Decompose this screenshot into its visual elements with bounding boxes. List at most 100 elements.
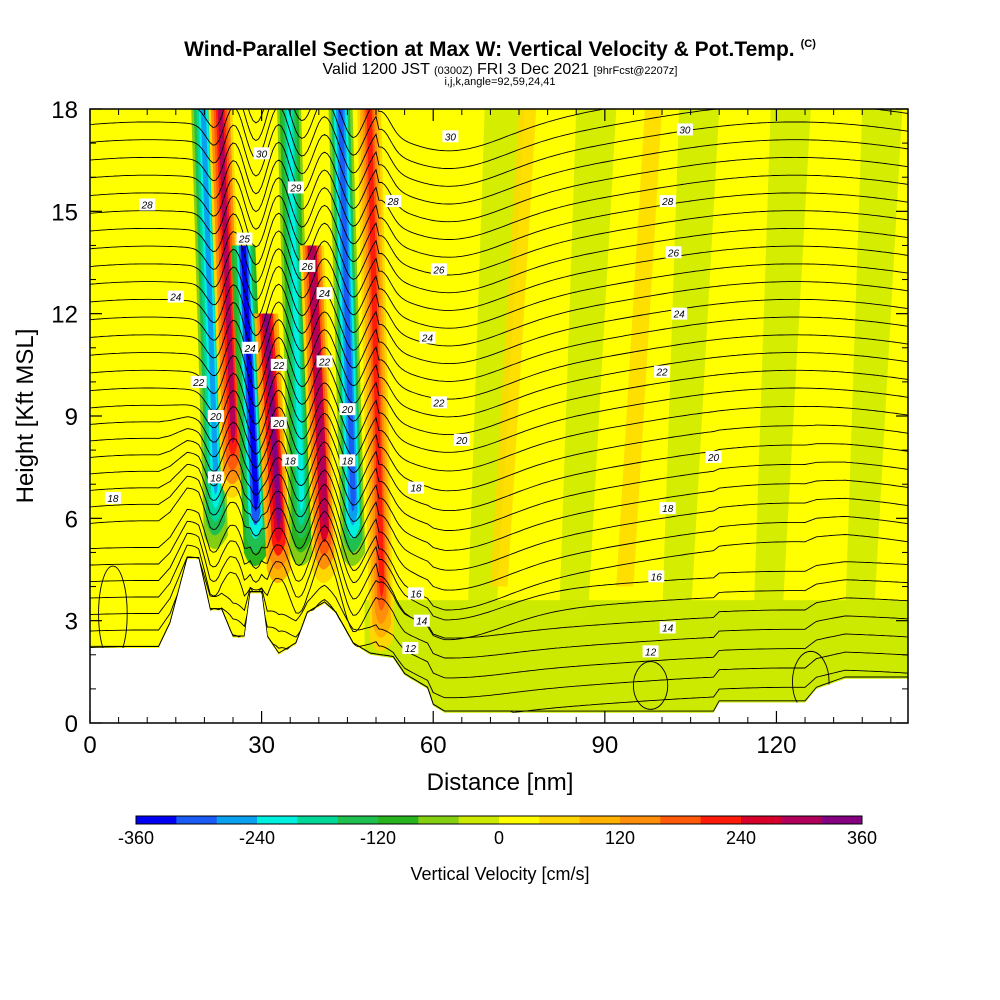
contour-label-bg — [339, 454, 356, 467]
colorbar-swatch — [579, 816, 621, 824]
weak-downdraft-streak — [662, 109, 720, 621]
contour-label: 14 — [659, 621, 676, 634]
contour-label: 20 — [270, 416, 287, 430]
contour-label-text: 20 — [707, 453, 720, 464]
contour-label-text: 18 — [342, 456, 354, 467]
contour-label-bg — [659, 502, 676, 515]
contour-label-text: 18 — [107, 494, 119, 505]
isentrope — [90, 520, 908, 641]
theta-contours — [90, 109, 908, 714]
contour-label-bg — [207, 410, 224, 422]
y-tick-label: 18 — [51, 97, 78, 124]
contour-label-text: 22 — [318, 357, 331, 368]
contour-label: 22 — [430, 396, 447, 409]
contour-label-text: 24 — [421, 334, 434, 345]
contour-label-text: 29 — [289, 183, 302, 194]
contour-label-text: 22 — [655, 368, 668, 379]
contour-label: 26 — [430, 263, 447, 276]
colorbar-swatch — [620, 816, 661, 824]
y-tick-label: 0 — [65, 711, 78, 738]
chart-subtitle: Valid 1200 JST (0300Z) FRI 3 Dec 2021 [9… — [322, 61, 678, 78]
isentrope — [90, 451, 908, 551]
chart-title: Wind-Parallel Section at Max W: Vertical… — [184, 38, 816, 61]
isentrope — [90, 557, 908, 713]
isentrope — [90, 230, 908, 311]
contour-label: 14 — [413, 614, 430, 628]
isentrope — [90, 475, 908, 591]
contour-label: 20 — [705, 450, 722, 464]
y-tick-label: 3 — [65, 609, 78, 636]
contour-label-bg — [270, 416, 287, 429]
weak-downdraft-streak — [559, 109, 617, 621]
contour-label-text: 14 — [662, 623, 674, 634]
contour-label-text: 20 — [209, 412, 222, 423]
contour-label-bg — [659, 621, 676, 634]
contour-label-bg — [442, 130, 459, 143]
contour-label: 18 — [339, 454, 356, 467]
contour-label: 18 — [207, 471, 224, 484]
wave-band-core — [286, 109, 305, 512]
weak-updraft-streak — [490, 109, 537, 587]
contour-label-bg — [705, 450, 722, 463]
colorbar-swatch — [539, 816, 581, 824]
colorbar-swatch — [821, 816, 863, 824]
colorbar-swatch — [257, 816, 298, 824]
axes: 0 30 60 90 120 0 3 6 9 12 15 18 — [51, 97, 908, 759]
contour-label-text: 20 — [455, 436, 468, 447]
colorbar-tick-label: 360 — [847, 828, 877, 848]
contour-label-bg — [270, 358, 287, 371]
contour-label: 26 — [299, 259, 316, 273]
contour-label: 30 — [442, 130, 459, 143]
isentrope — [90, 336, 908, 418]
weak-downdraft-streak — [467, 109, 525, 621]
contour-label-bg — [236, 232, 253, 245]
contour-label: 20 — [339, 403, 356, 416]
isentrope — [90, 248, 908, 329]
isentrope — [90, 421, 908, 512]
contour-label: 30 — [253, 147, 270, 160]
contour-label: 12 — [402, 641, 419, 655]
isentrope — [90, 389, 908, 472]
colorbar-tick-label: 0 — [494, 828, 504, 848]
x-tick-label: 90 — [591, 732, 618, 759]
isentrope — [90, 212, 908, 294]
isentrope — [90, 487, 908, 611]
isentrope — [90, 405, 908, 492]
y-tick-label: 12 — [51, 302, 78, 329]
colorbar-swatch — [418, 816, 460, 824]
colorbar-swatch — [660, 816, 702, 824]
contour-label: 18 — [282, 454, 299, 467]
colorbar-swatch — [499, 816, 540, 824]
contour-label-bg — [242, 341, 259, 354]
weak-downdraft-streak — [845, 109, 903, 621]
isentrope — [196, 109, 908, 169]
contour-label: 22 — [316, 355, 333, 368]
isentrope — [90, 532, 908, 639]
contour-label-bg — [408, 587, 425, 600]
colorbar: -360 -240 -120 0 120 240 360 — [118, 815, 877, 848]
contour-label-bg — [339, 403, 356, 416]
contour-label: 26 — [665, 246, 682, 259]
contour-label-bg — [676, 123, 693, 136]
contour-label-text: 20 — [341, 405, 354, 416]
contour-label: 22 — [190, 375, 207, 389]
terrain-fill — [90, 559, 908, 723]
isentrope — [90, 301, 908, 382]
contour-label: 16 — [408, 587, 425, 600]
isentrope — [90, 265, 908, 347]
contour-label-bg — [139, 198, 156, 211]
contour-label-bg — [190, 375, 207, 388]
contour-label-text: 18 — [210, 473, 222, 484]
contour-label-text: 30 — [679, 125, 691, 136]
terrain-mask — [90, 559, 908, 723]
contour-label-text: 18 — [410, 484, 422, 495]
contour-label-text: 30 — [256, 149, 268, 160]
x-tick-label: 30 — [248, 732, 275, 759]
contour-label: 28 — [385, 195, 402, 208]
isentrope — [211, 109, 607, 152]
contour-label: 28 — [659, 195, 676, 208]
contour-label-bg — [287, 181, 304, 194]
contour-label-bg — [665, 246, 682, 259]
contour-label-text: 24 — [318, 289, 331, 300]
